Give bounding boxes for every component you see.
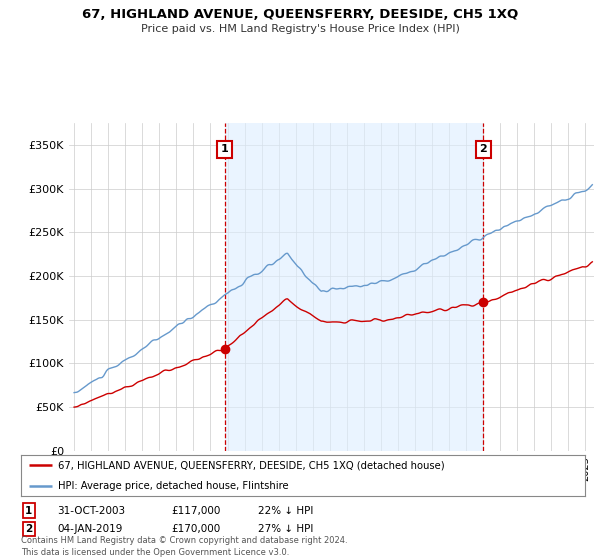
Text: Price paid vs. HM Land Registry's House Price Index (HPI): Price paid vs. HM Land Registry's House … [140,24,460,34]
Text: 04-JAN-2019: 04-JAN-2019 [57,524,122,534]
Text: HPI: Average price, detached house, Flintshire: HPI: Average price, detached house, Flin… [58,480,288,491]
Text: 67, HIGHLAND AVENUE, QUEENSFERRY, DEESIDE, CH5 1XQ: 67, HIGHLAND AVENUE, QUEENSFERRY, DEESID… [82,8,518,21]
Bar [224,123,484,451]
Text: £117,000: £117,000 [171,506,220,516]
Text: £170,000: £170,000 [171,524,220,534]
Text: 1: 1 [221,144,229,155]
Text: 1: 1 [25,506,32,516]
Text: 27% ↓ HPI: 27% ↓ HPI [258,524,313,534]
Text: Contains HM Land Registry data © Crown copyright and database right 2024.
This d: Contains HM Land Registry data © Crown c… [21,536,347,557]
Text: 2: 2 [25,524,32,534]
Text: 67, HIGHLAND AVENUE, QUEENSFERRY, DEESIDE, CH5 1XQ (detached house): 67, HIGHLAND AVENUE, QUEENSFERRY, DEESID… [58,460,444,470]
Text: 22% ↓ HPI: 22% ↓ HPI [258,506,313,516]
Text: 31-OCT-2003: 31-OCT-2003 [57,506,125,516]
Text: 2: 2 [479,144,487,155]
